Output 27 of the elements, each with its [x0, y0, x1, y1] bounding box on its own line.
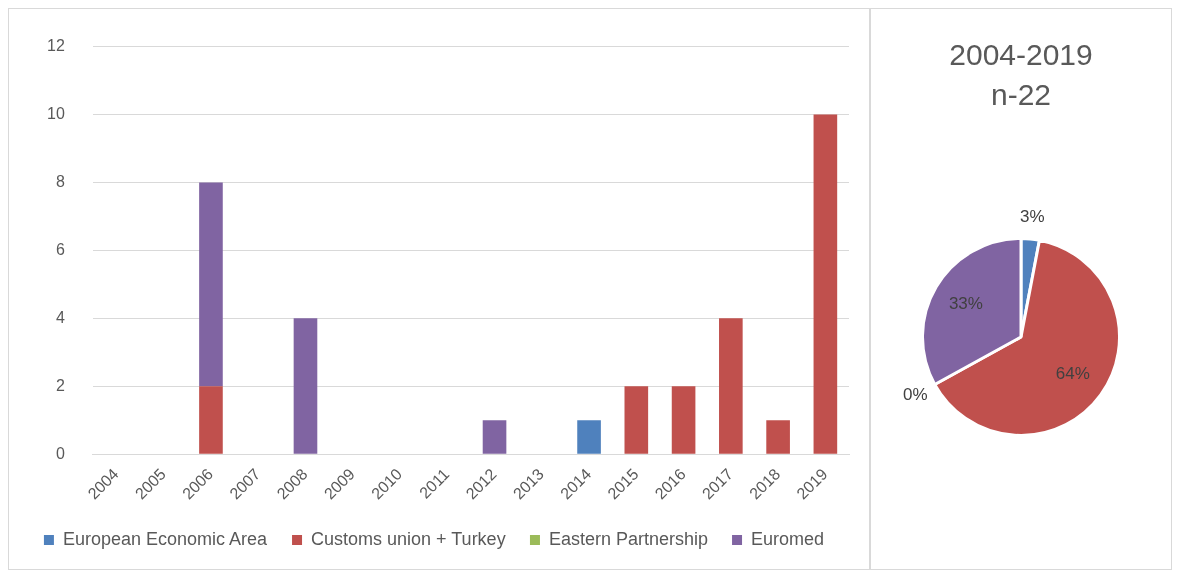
- data-label: 33%: [948, 294, 983, 314]
- bar: [624, 386, 649, 454]
- chart-subtitle: n-22: [990, 78, 1052, 112]
- bar: [577, 420, 601, 454]
- y-tick-label: 12: [47, 37, 65, 55]
- legend-label: European Economic Area: [62, 528, 269, 549]
- legend-label: Customs union + Turkey: [311, 528, 506, 549]
- bar: [293, 318, 318, 454]
- y-tick-label: 8: [55, 172, 65, 190]
- legend-label: Eastern Partnership: [548, 528, 709, 549]
- bar: [813, 114, 838, 454]
- data-label: 64%: [1055, 364, 1090, 384]
- y-tick-label: 10: [47, 104, 65, 122]
- y-tick-label: 0: [55, 444, 65, 462]
- legend-label: Euromed: [751, 528, 825, 549]
- data-label: 3%: [1020, 206, 1045, 226]
- bar: [199, 386, 223, 454]
- chart-title: 2004-2019: [949, 38, 1093, 72]
- bar: [671, 386, 696, 454]
- text: 0%: [903, 384, 928, 404]
- bar: [719, 318, 743, 454]
- bar: [199, 182, 223, 387]
- y-tick-label: 4: [55, 308, 65, 326]
- bar: [766, 420, 790, 454]
- y-tick-label: 6: [55, 240, 65, 258]
- y-tick-label: 2: [55, 376, 65, 394]
- bar: [482, 420, 507, 454]
